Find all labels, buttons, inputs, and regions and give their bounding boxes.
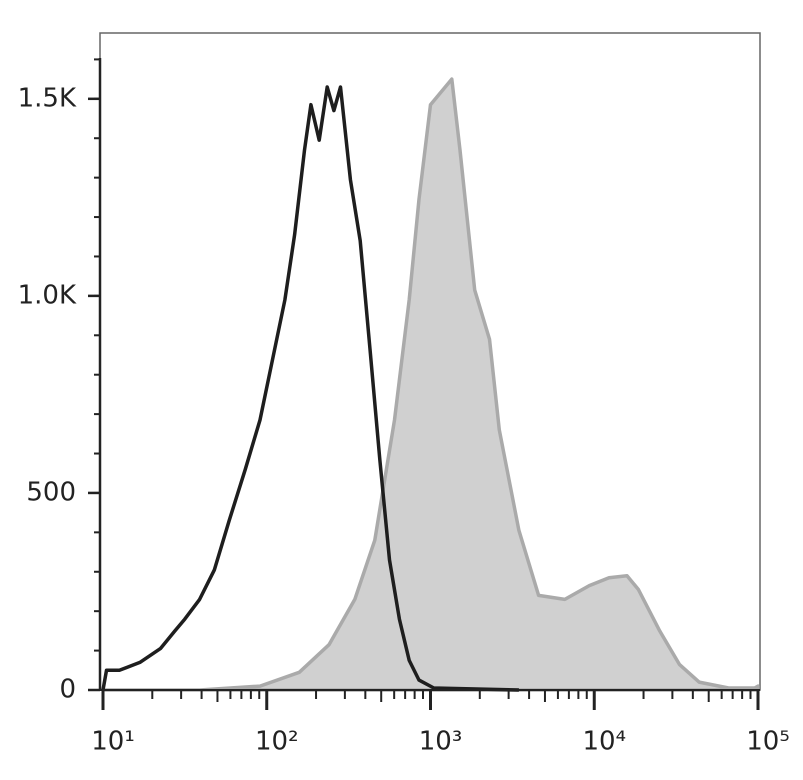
- y-tick-label: 0: [59, 675, 76, 705]
- x-tick-label: 10²: [255, 727, 299, 757]
- y-tick-label: 500: [26, 477, 76, 507]
- y-tick-label: 1.5K: [18, 83, 77, 113]
- histogram-line: [101, 85, 519, 692]
- x-tick-label: 10¹: [91, 727, 135, 757]
- x-tick-label: 10⁴: [582, 727, 626, 757]
- histogram-area: [101, 77, 760, 692]
- x-tick-label: 10³: [419, 727, 463, 757]
- x-tick-label: 10⁵: [746, 727, 790, 757]
- y-tick-label: 1.0K: [18, 280, 77, 310]
